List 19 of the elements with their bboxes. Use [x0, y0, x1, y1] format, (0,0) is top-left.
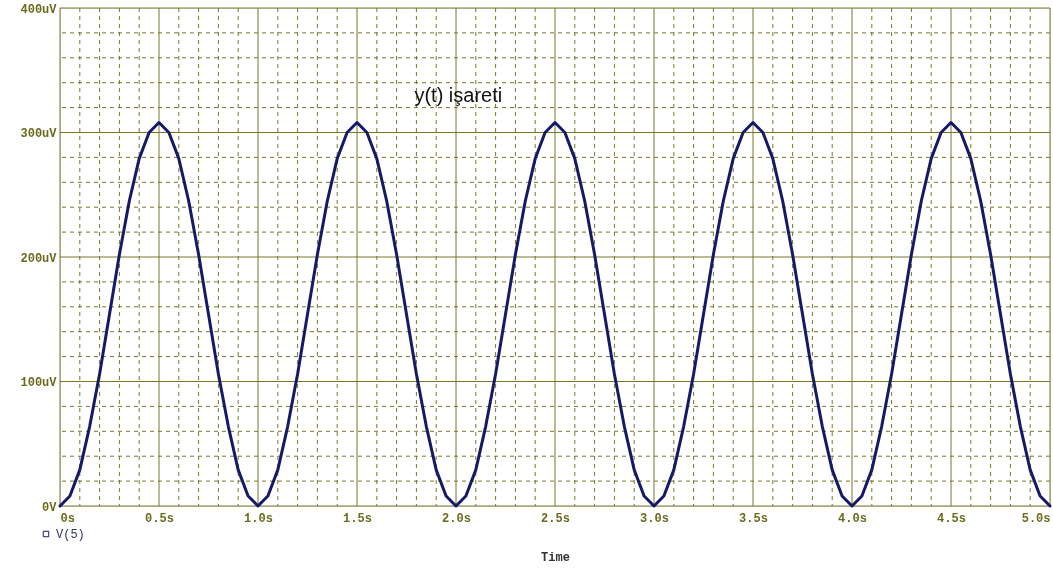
- y-tick-label: 300uV: [20, 127, 58, 141]
- x-tick-label: 0.5s: [145, 511, 174, 526]
- y-tick-label: 100uV: [20, 376, 58, 390]
- x-tick-label: 3.0s: [640, 511, 669, 526]
- annotation: y(t) işareti: [414, 83, 503, 106]
- x-tick-label: 4.5s: [937, 511, 966, 526]
- y-tick-label: 400uV: [20, 2, 58, 17]
- x-tick-label: 1.5s: [343, 511, 372, 526]
- x-tick-label: 2.0s: [442, 511, 471, 526]
- y-tick-label: 200uV: [20, 251, 58, 266]
- y-tick-label: 0V: [42, 500, 58, 515]
- x-tick-label: 3.5s: [739, 511, 768, 526]
- x-tick-label: 1.0s: [244, 511, 273, 526]
- x-tick-label: 0s: [60, 511, 75, 526]
- x-tick-label: 5.0s: [1021, 511, 1051, 526]
- x-tick-label: 4.0s: [838, 511, 867, 526]
- legend-label: V(5): [56, 528, 85, 542]
- x-tick-label: 2.5s: [541, 511, 570, 526]
- x-axis-title: Time: [541, 550, 570, 565]
